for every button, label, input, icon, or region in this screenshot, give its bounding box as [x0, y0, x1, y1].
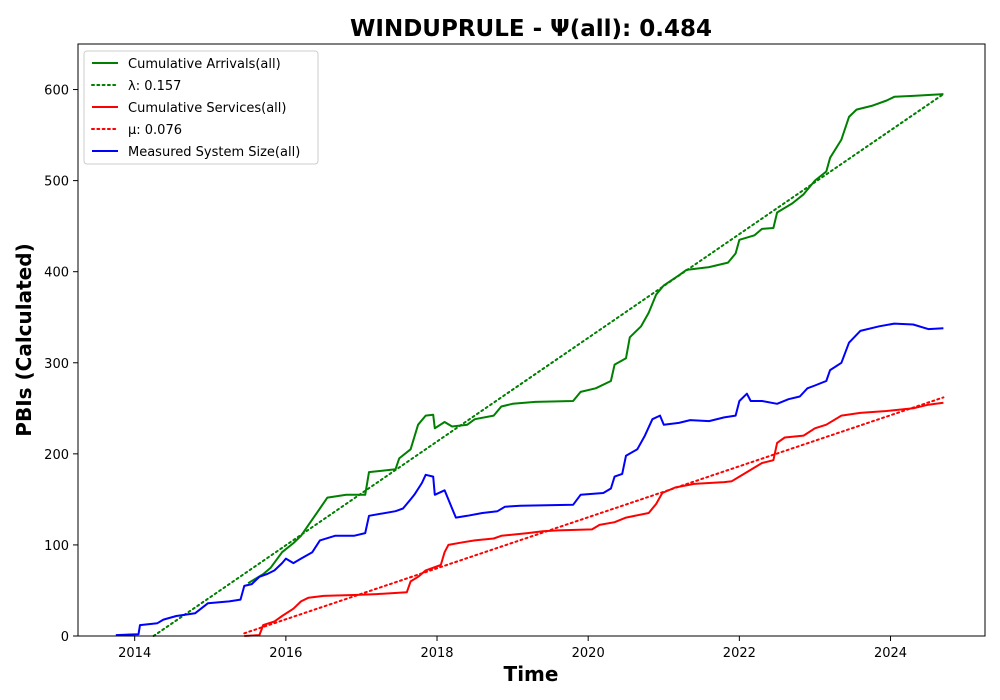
legend-label-2: Cumulative Services(all): [128, 101, 286, 116]
legend-box: [83, 50, 319, 165]
x-tick-label: 2020: [572, 646, 605, 661]
legend-label-3: μ: 0.076: [128, 123, 182, 138]
chart-title: WINDUPRULE - Ψ(all): 0.484: [350, 16, 712, 42]
x-tick-label: 2022: [723, 646, 756, 661]
y-axis: 0 100 200 300 400 500 600: [44, 84, 78, 645]
y-tick-label: 400: [44, 266, 69, 281]
legend-label-1: λ: 0.157: [128, 79, 181, 94]
series-line-3: [243, 396, 945, 635]
legend: Cumulative Arrivals(all) λ: 0.157 Cumulati…: [83, 50, 319, 165]
x-axis: 2014 2016 2018 2020 2022 2024: [118, 636, 907, 661]
x-tick-label: 2016: [269, 646, 302, 661]
y-tick-label: 300: [44, 357, 69, 372]
plot-frame: [77, 43, 986, 637]
legend-label-0: Cumulative Arrivals(all): [128, 57, 281, 72]
plot-lines: [115, 93, 945, 637]
y-axis-label: PBIs (Calculated): [12, 243, 36, 436]
x-tick-label: 2014: [118, 646, 151, 661]
y-tick-label: 100: [44, 539, 69, 554]
y-tick-label: 500: [44, 175, 69, 190]
x-tick-label: 2024: [874, 646, 907, 661]
y-tick-label: 0: [61, 630, 69, 645]
x-tick-label: 2018: [420, 646, 453, 661]
y-tick-label: 600: [44, 84, 69, 99]
series-line-2: [244, 401, 944, 637]
y-tick-label: 200: [44, 448, 69, 463]
series-line-0: [247, 93, 944, 585]
series-line-1: [152, 93, 945, 637]
legend-label-4: Measured System Size(all): [128, 145, 300, 160]
series-line-4: [115, 322, 944, 637]
x-axis-label: Time: [504, 662, 559, 686]
